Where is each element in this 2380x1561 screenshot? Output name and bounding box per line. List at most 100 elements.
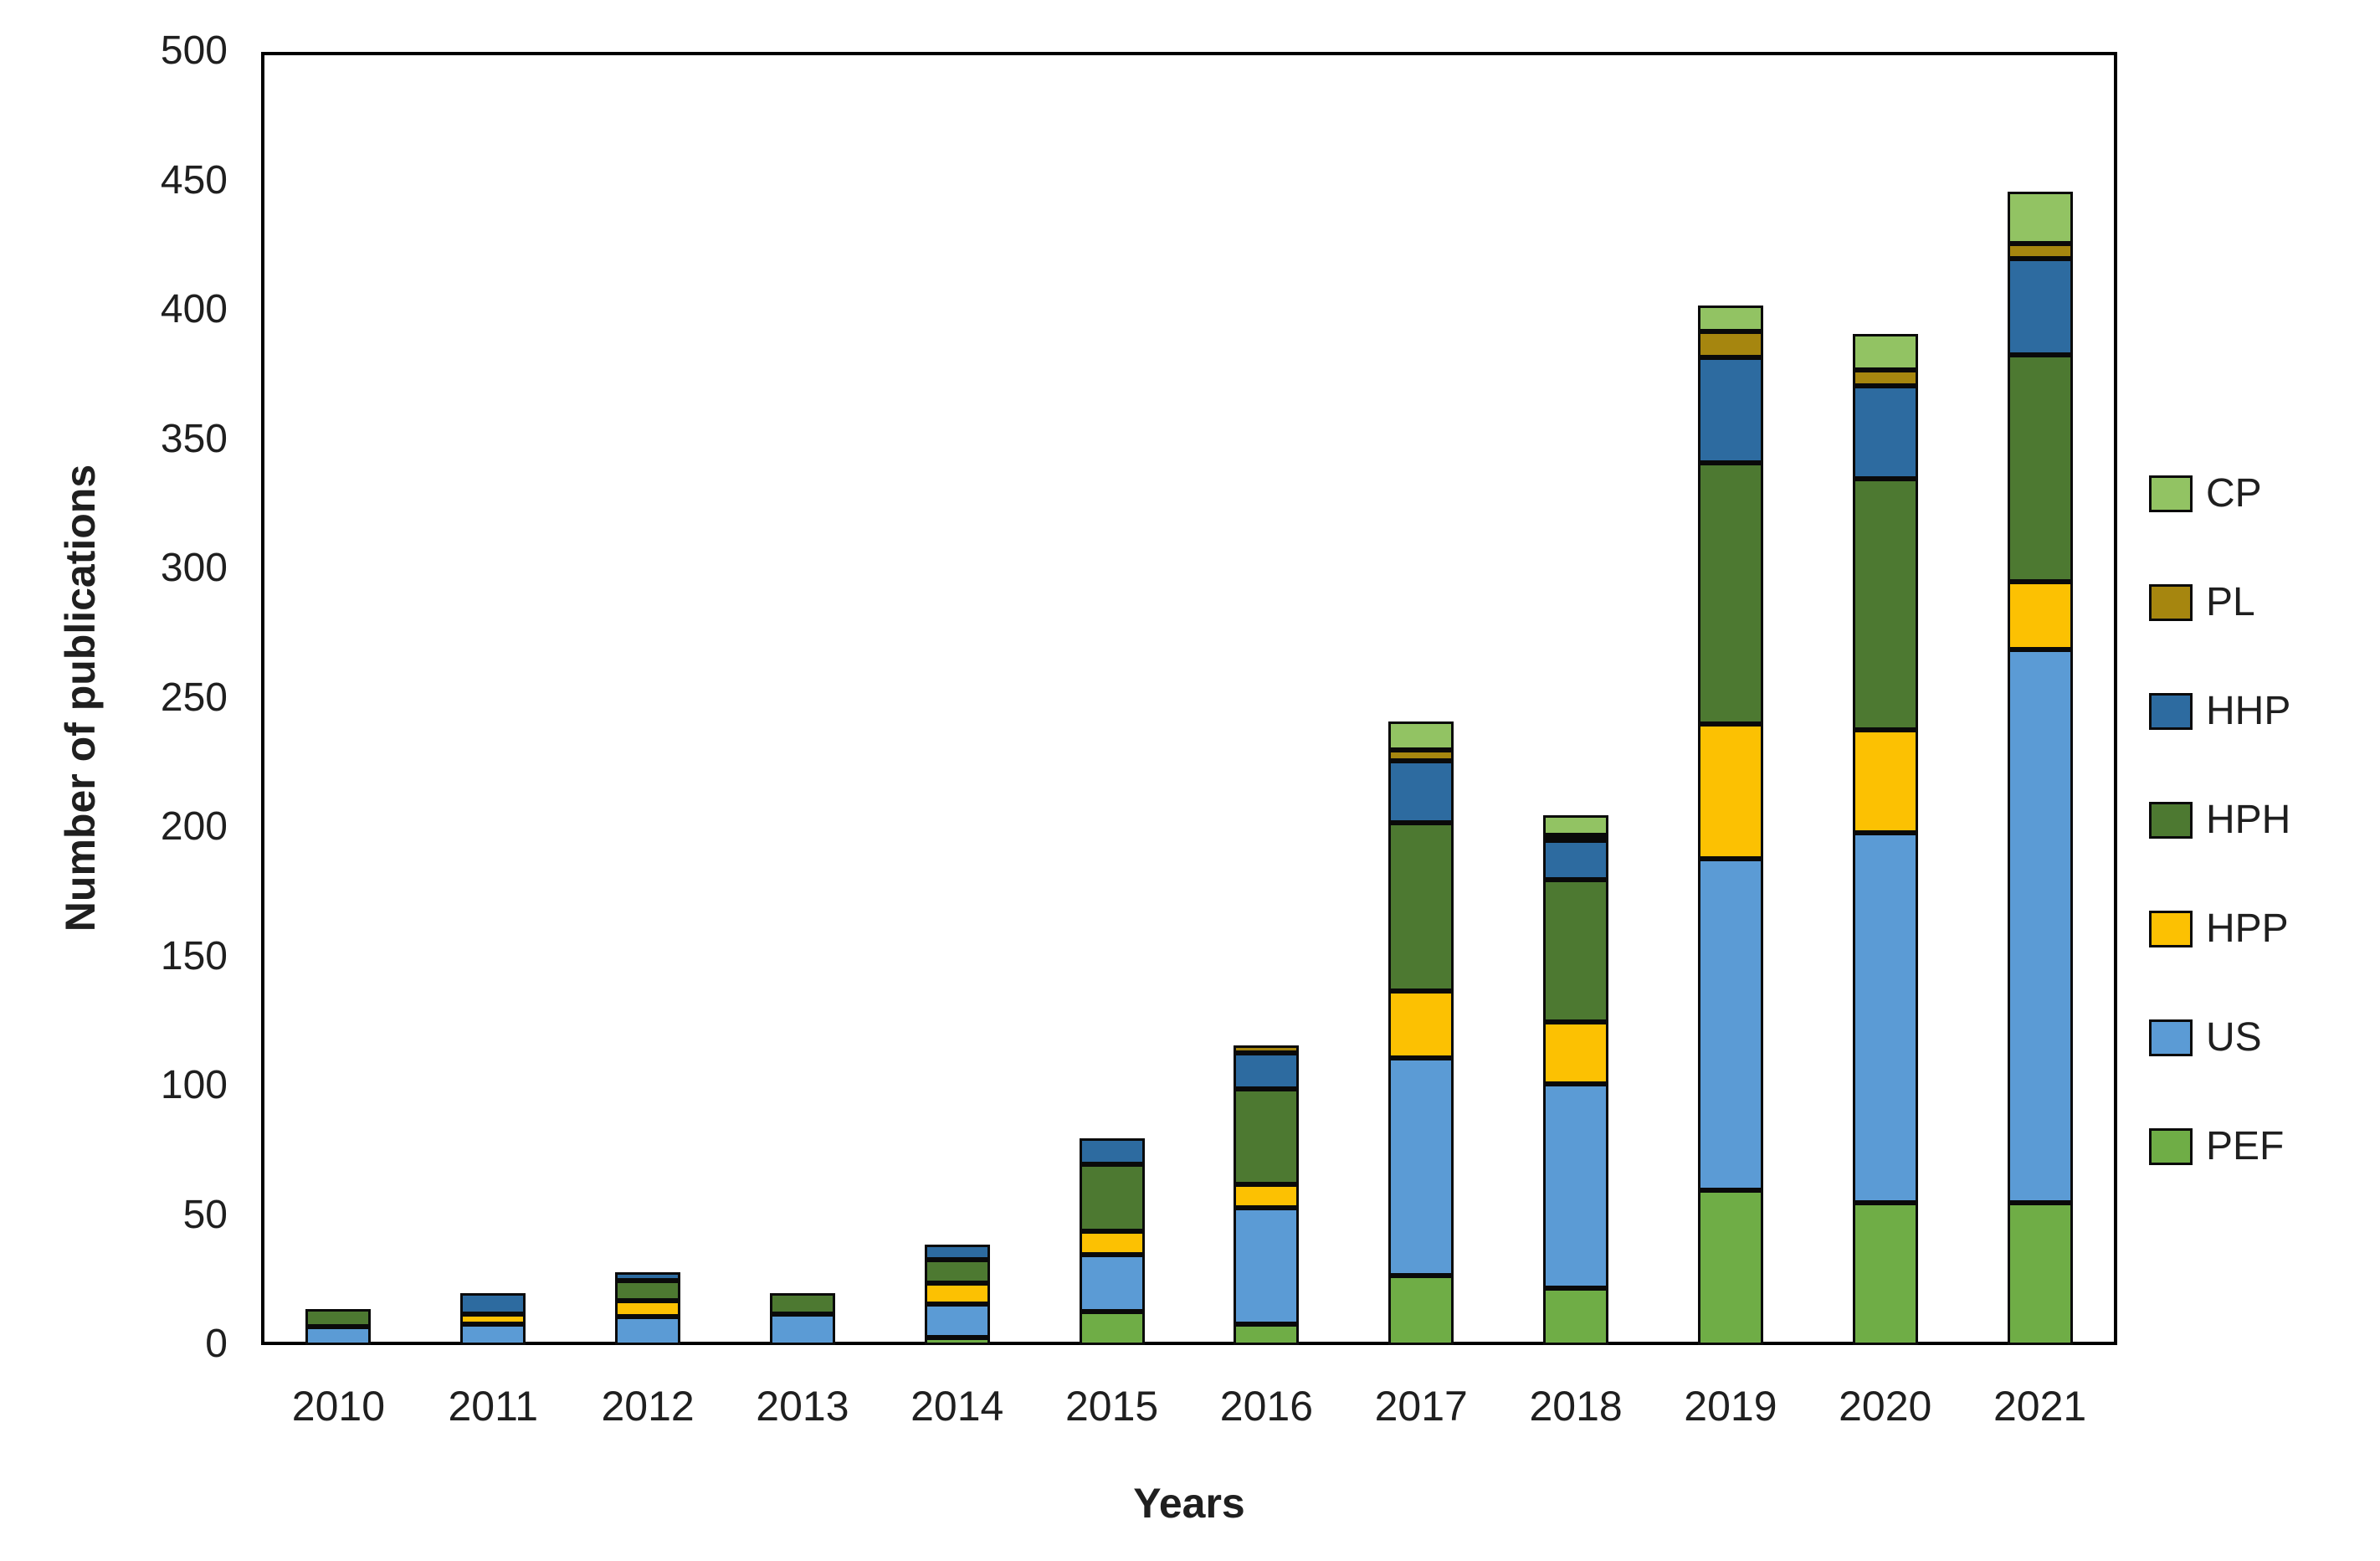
bar-segment-HPH — [1079, 1163, 1145, 1232]
y-tick-label: 50 — [182, 1192, 228, 1237]
y-tick-label: 500 — [160, 28, 228, 73]
legend-item-HHP: HHP — [2149, 686, 2290, 737]
legend-swatch-PL — [2149, 584, 2193, 621]
bar-segment-US — [2007, 649, 2073, 1204]
legend-item-HPP: HPP — [2149, 904, 2289, 954]
bar-segment-PL — [1697, 331, 1763, 357]
bar-segment-PL — [1543, 835, 1609, 841]
bar-2014 — [924, 1244, 990, 1345]
bar-2012 — [615, 1272, 681, 1345]
bar-segment-HPH — [1543, 879, 1609, 1022]
legend-item-PL: PL — [2149, 578, 2255, 628]
legend-label: US — [2206, 1015, 2262, 1060]
bar-segment-US — [305, 1327, 372, 1345]
y-tick-label: 250 — [160, 675, 228, 720]
legend-swatch-PEF — [2149, 1128, 2193, 1165]
bar-segment-HPP — [1079, 1231, 1145, 1255]
y-tick-label: 150 — [160, 933, 228, 978]
bar-segment-CP — [1697, 305, 1763, 331]
bar-segment-PEF — [924, 1337, 990, 1345]
bar-segment-HPP — [1388, 990, 1454, 1059]
legend-swatch-HPP — [2149, 911, 2193, 947]
bar-segment-HPH — [305, 1308, 372, 1327]
bar-2018 — [1543, 814, 1609, 1345]
bar-segment-PEF — [1543, 1288, 1609, 1345]
bar-2017 — [1388, 721, 1454, 1345]
bar-segment-HPH — [1697, 463, 1763, 725]
bar-segment-HPH — [924, 1260, 990, 1283]
bar-segment-CP — [1543, 814, 1609, 836]
bar-segment-HHP — [1079, 1137, 1145, 1164]
legend-item-CP: CP — [2149, 469, 2262, 519]
bar-segment-HHP — [2007, 259, 2073, 355]
bar-segment-HHP — [615, 1272, 681, 1281]
y-tick-label: 200 — [160, 804, 228, 849]
bar-segment-HPH — [1234, 1089, 1300, 1185]
bar-segment-US — [1234, 1208, 1300, 1325]
bar-segment-US — [769, 1313, 835, 1345]
x-tick-label: 2010 — [291, 1383, 386, 1430]
legend-item-PEF: PEF — [2149, 1122, 2284, 1172]
bar-segment-HPH — [615, 1280, 681, 1302]
y-tick-label: 0 — [205, 1322, 228, 1366]
bar-segment-PEF — [1697, 1189, 1763, 1345]
bar-segment-PEF — [1388, 1275, 1454, 1345]
bar-segment-HPH — [1388, 822, 1454, 991]
x-tick-label: 2021 — [1993, 1383, 2087, 1430]
bar-segment-US — [1697, 859, 1763, 1190]
x-tick-label: 2015 — [1064, 1383, 1159, 1430]
bar-segment-HHP — [1697, 357, 1763, 464]
x-tick-label: 2017 — [1374, 1383, 1468, 1430]
y-tick-label: 100 — [160, 1063, 228, 1107]
plot-area — [261, 52, 2117, 1345]
bar-segment-PL — [1234, 1045, 1300, 1053]
bar-segment-HHP — [924, 1244, 990, 1261]
legend-swatch-HPH — [2149, 802, 2193, 839]
bar-2019 — [1697, 305, 1763, 1345]
x-axis-title: Years — [1133, 1480, 1245, 1527]
bar-2021 — [2007, 191, 2073, 1345]
bar-segment-PEF — [1079, 1311, 1145, 1345]
legend-item-HPH: HPH — [2149, 795, 2290, 845]
y-tick-label: 400 — [160, 287, 228, 331]
x-tick-label: 2011 — [448, 1383, 539, 1430]
bar-segment-HHP — [1543, 840, 1609, 880]
bar-2016 — [1234, 1045, 1300, 1345]
bar-segment-HHP — [460, 1293, 526, 1314]
bar-2015 — [1079, 1137, 1145, 1345]
y-tick-label: 350 — [160, 416, 228, 461]
bar-segment-HPP — [924, 1282, 990, 1304]
bar-segment-US — [460, 1324, 526, 1345]
legend-swatch-HHP — [2149, 693, 2193, 730]
bar-segment-US — [1852, 833, 1918, 1204]
bar-segment-PL — [2007, 243, 2073, 259]
legend-swatch-CP — [2149, 475, 2193, 512]
bar-segment-PEF — [1234, 1324, 1300, 1345]
bar-segment-US — [1388, 1058, 1454, 1276]
bar-segment-HPP — [1697, 724, 1763, 860]
x-tick-label: 2020 — [1839, 1383, 1932, 1430]
bar-segment-HHP — [1234, 1052, 1300, 1090]
bar-segment-HHP — [1852, 385, 1918, 479]
bar-segment-HPH — [2007, 354, 2073, 583]
x-tick-label: 2012 — [601, 1383, 695, 1430]
bar-2011 — [460, 1293, 526, 1345]
bar-segment-PEF — [2007, 1203, 2073, 1345]
bar-segment-HPH — [769, 1293, 835, 1314]
legend-label: HPH — [2206, 798, 2291, 842]
bar-segment-US — [615, 1317, 681, 1345]
bar-2010 — [305, 1308, 372, 1345]
legend-label: CP — [2206, 471, 2262, 516]
legend-swatch-US — [2149, 1019, 2193, 1056]
bar-segment-CP — [1852, 333, 1918, 371]
legend-label: HPP — [2206, 906, 2289, 951]
bar-segment-HPP — [2007, 582, 2073, 650]
legend-item-US: US — [2149, 1013, 2262, 1063]
bar-segment-US — [1543, 1083, 1609, 1289]
legend-label: PEF — [2206, 1124, 2285, 1168]
bar-segment-PEF — [1852, 1203, 1918, 1345]
bar-2020 — [1852, 333, 1918, 1345]
bar-segment-HHP — [1388, 760, 1454, 823]
bar-segment-HPP — [1234, 1184, 1300, 1209]
